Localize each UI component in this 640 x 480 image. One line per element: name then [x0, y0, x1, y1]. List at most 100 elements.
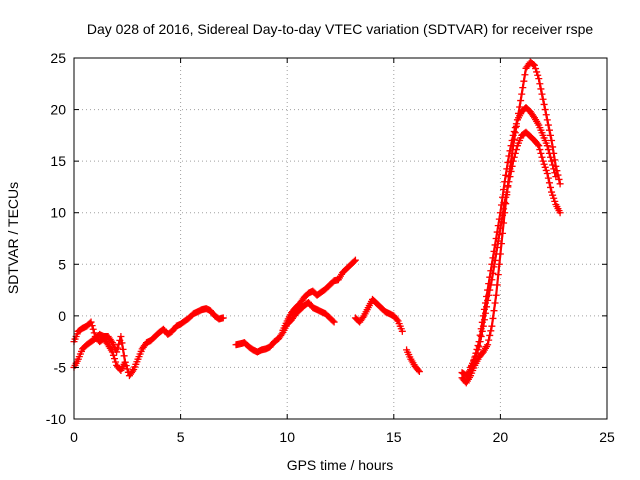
data-point [545, 149, 553, 157]
axis-ticks: 0 5 10 15 20 25 -10 -5 0 5 10 15 20 25 [46, 50, 615, 445]
data-point [486, 331, 494, 339]
data-point [484, 341, 492, 349]
data-point [534, 140, 542, 148]
x-tick-label: 5 [177, 429, 185, 445]
data-point [493, 244, 501, 252]
series-track-7 [458, 58, 564, 387]
data-point [494, 271, 502, 279]
data-point [472, 352, 480, 360]
data-point [113, 348, 121, 356]
data-point [474, 346, 482, 354]
data-point [89, 325, 97, 333]
series-track-1 [70, 318, 129, 375]
data-point [550, 194, 558, 202]
data-point [483, 303, 491, 311]
data-point [88, 322, 96, 330]
data-point [534, 71, 542, 79]
data-point [537, 149, 545, 157]
data-point [330, 318, 338, 326]
data-point [504, 183, 512, 191]
y-tick-label: 25 [50, 50, 66, 66]
data-point [504, 158, 512, 166]
series-track-8 [458, 104, 560, 380]
y-tick-label: 20 [50, 102, 66, 118]
series-track-4 [279, 256, 359, 334]
data-point [549, 191, 557, 199]
data-point [538, 153, 546, 161]
x-tick-label: 0 [70, 429, 78, 445]
data-point [503, 165, 511, 173]
data-point [350, 257, 358, 265]
data-point [87, 318, 95, 326]
data-point [278, 330, 286, 338]
data-point [120, 352, 128, 360]
data-point [548, 137, 556, 145]
data-point [510, 153, 518, 161]
data-point [219, 314, 227, 322]
data-point [123, 365, 131, 373]
data-point [547, 153, 555, 161]
data-point [475, 343, 483, 351]
data-point [535, 142, 543, 150]
y-tick-label: 10 [50, 205, 66, 221]
data-point [465, 367, 473, 375]
data-point [489, 314, 497, 322]
data-point [520, 77, 528, 85]
data-point [494, 237, 502, 245]
data-point [487, 327, 495, 335]
data-point [492, 291, 500, 299]
data-point [497, 218, 505, 226]
series-track-6 [403, 346, 423, 376]
data-point [539, 95, 547, 103]
data-point [484, 296, 492, 304]
data-point [539, 157, 547, 165]
data-point [129, 367, 137, 375]
data-point [490, 307, 498, 315]
data-point [531, 61, 539, 69]
data-point [548, 188, 556, 196]
data-point [549, 143, 557, 151]
data-point [117, 332, 125, 340]
data-point [551, 197, 559, 205]
data-point [329, 317, 337, 325]
data-point [479, 322, 487, 330]
data-point [486, 286, 494, 294]
data-point [536, 146, 544, 154]
data-point [502, 193, 510, 201]
data-point [507, 142, 515, 150]
data-point [512, 120, 520, 128]
data-point [485, 291, 493, 299]
data-point [476, 338, 484, 346]
data-point [536, 80, 544, 88]
data-point [541, 106, 549, 114]
data-point [359, 313, 367, 321]
data-point [517, 97, 525, 105]
data-point [508, 162, 516, 170]
grid [74, 58, 607, 419]
data-point [541, 163, 549, 171]
data-point [551, 169, 559, 177]
y-tick-label: -5 [54, 359, 67, 375]
data-point [501, 198, 509, 206]
data-point [510, 127, 518, 135]
data-point [547, 131, 555, 139]
data-point [518, 90, 526, 98]
data-point [493, 281, 501, 289]
data-point [550, 165, 558, 173]
data-point [505, 178, 513, 186]
series-line [460, 106, 557, 377]
data-point [490, 263, 498, 271]
data-point [552, 173, 560, 181]
y-tick-label: 15 [50, 153, 66, 169]
data-point [496, 224, 504, 232]
plot-frame [73, 57, 608, 420]
data-point [533, 68, 541, 76]
data-point [477, 332, 485, 340]
data-point [511, 124, 519, 132]
data-point [512, 146, 520, 154]
data-point [556, 180, 564, 188]
data-point [119, 345, 127, 353]
data-point [491, 299, 499, 307]
data-point [478, 327, 486, 335]
